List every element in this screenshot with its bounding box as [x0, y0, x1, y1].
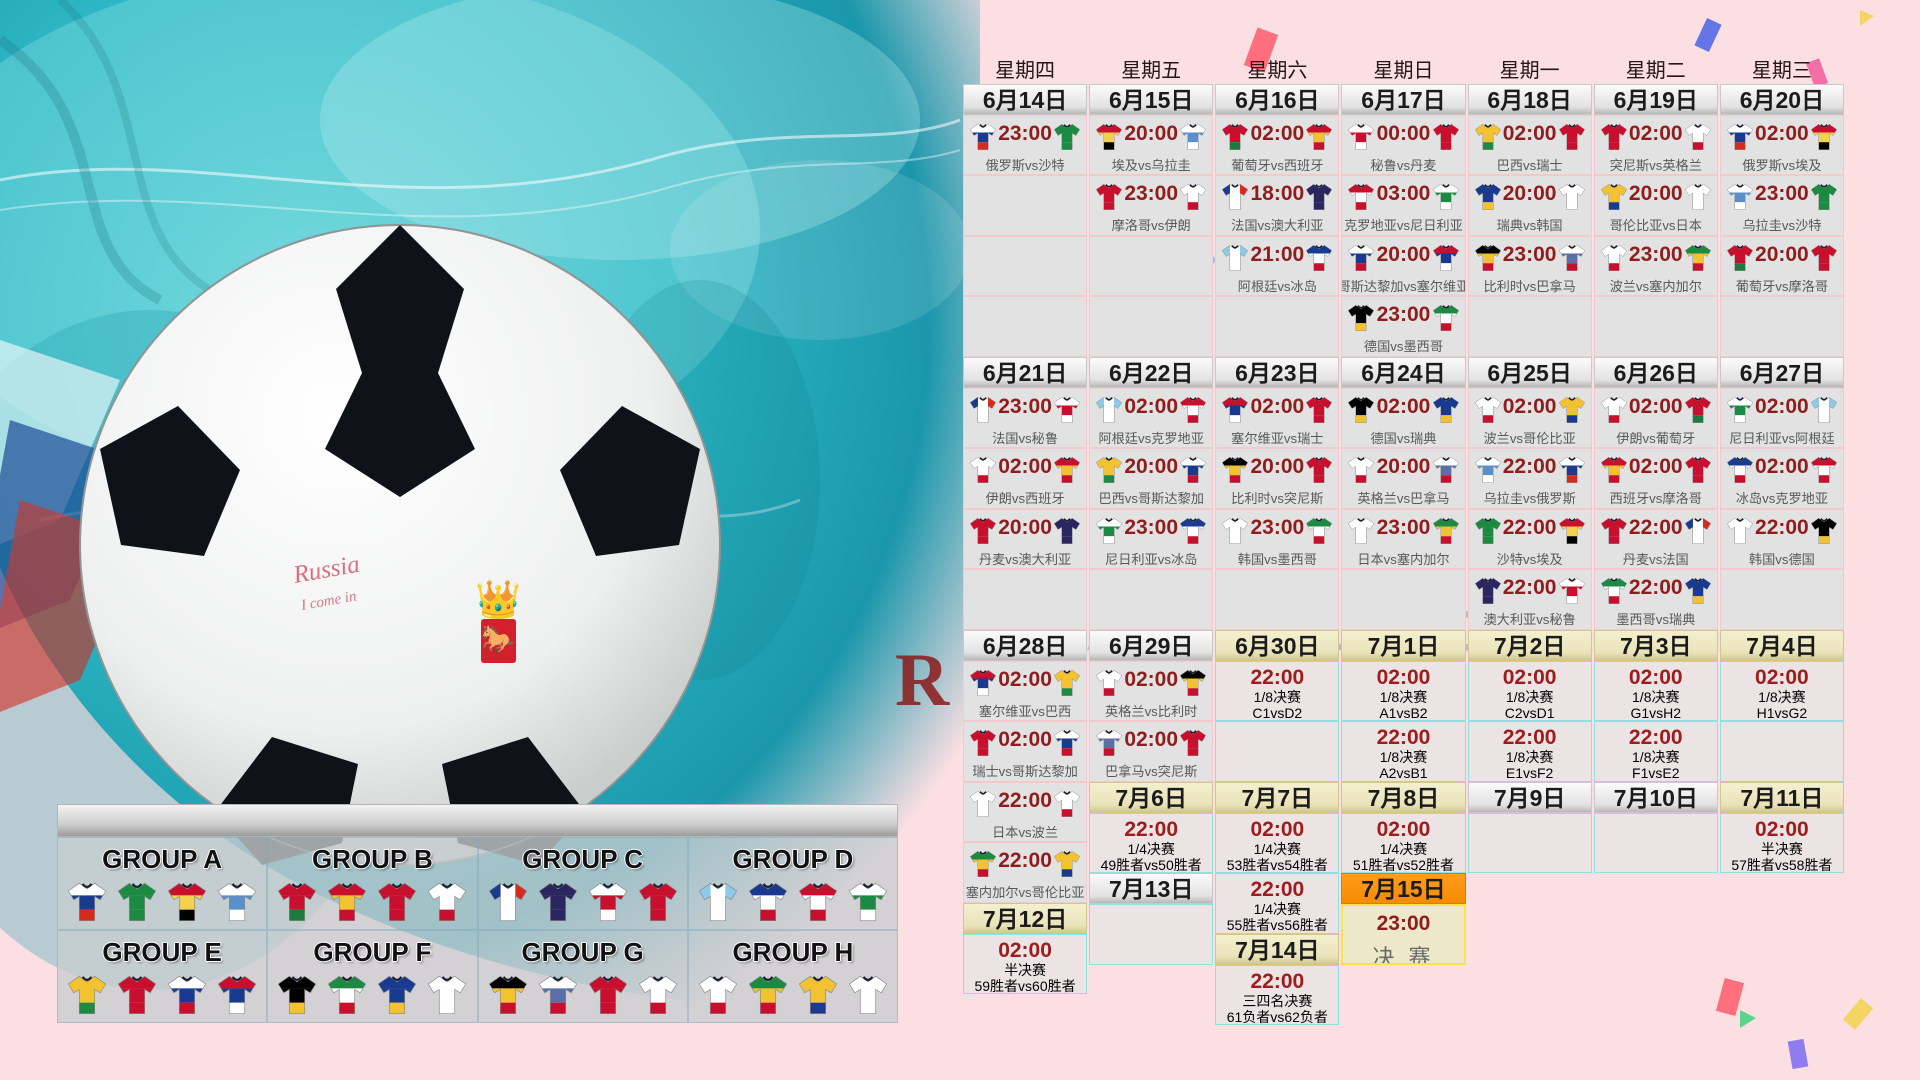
- svg-text:👑: 👑: [475, 579, 521, 621]
- svg-text:🐎: 🐎: [481, 624, 516, 656]
- svg-text:R: R: [895, 639, 950, 722]
